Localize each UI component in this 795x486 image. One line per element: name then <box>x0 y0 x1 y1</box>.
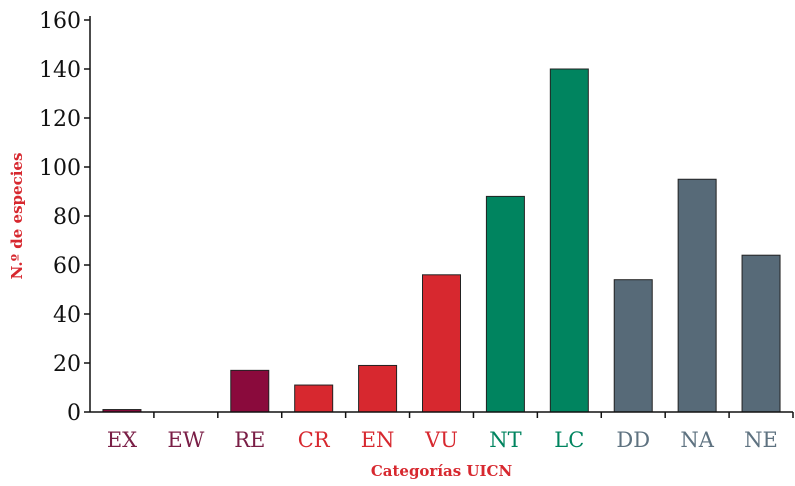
bar-cr <box>294 384 334 413</box>
x-tick-label-ne: NE <box>744 428 778 452</box>
bar-lc <box>549 68 589 413</box>
y-tick-label: 0 <box>67 401 81 426</box>
bar-ne <box>741 254 781 413</box>
x-tick-label-cr: CR <box>298 428 331 452</box>
y-tick-label: 80 <box>53 205 81 230</box>
bar-re <box>230 369 270 413</box>
y-axis-ticks: 0 20 40 60 80 100 120 140 160 <box>39 9 90 426</box>
y-tick-label: 60 <box>53 254 81 279</box>
x-tick-label-dd: DD <box>616 428 650 452</box>
y-tick-label: 160 <box>39 9 81 34</box>
bar-nt <box>485 195 525 413</box>
x-tick-label-en: EN <box>361 428 395 452</box>
x-tick-label-re: RE <box>234 428 265 452</box>
y-tick-label: 120 <box>39 107 81 132</box>
x-tick-label-nt: NT <box>489 428 521 452</box>
x-axis-ticks: EX EW RE CR EN VU NT LC DD NA NE <box>107 412 794 452</box>
x-tick-label-ew: EW <box>167 428 204 452</box>
y-axis-title: N.º de especies <box>8 153 26 280</box>
y-tick-label: 100 <box>39 156 81 181</box>
y-tick-label: 20 <box>53 352 81 377</box>
bar-en <box>358 364 398 413</box>
bar-dd <box>613 279 653 413</box>
y-tick-label: 40 <box>53 303 81 328</box>
x-tick-label-lc: LC <box>554 428 584 452</box>
bar-na <box>677 178 717 413</box>
bar-vu <box>422 274 461 413</box>
x-tick-label-vu: VU <box>424 428 458 452</box>
bars <box>102 68 781 413</box>
x-tick-label-na: NA <box>680 428 714 452</box>
x-tick-label-ex: EX <box>107 428 137 452</box>
x-axis-title: Categorías UICN <box>371 462 513 480</box>
y-tick-label: 140 <box>39 58 81 83</box>
